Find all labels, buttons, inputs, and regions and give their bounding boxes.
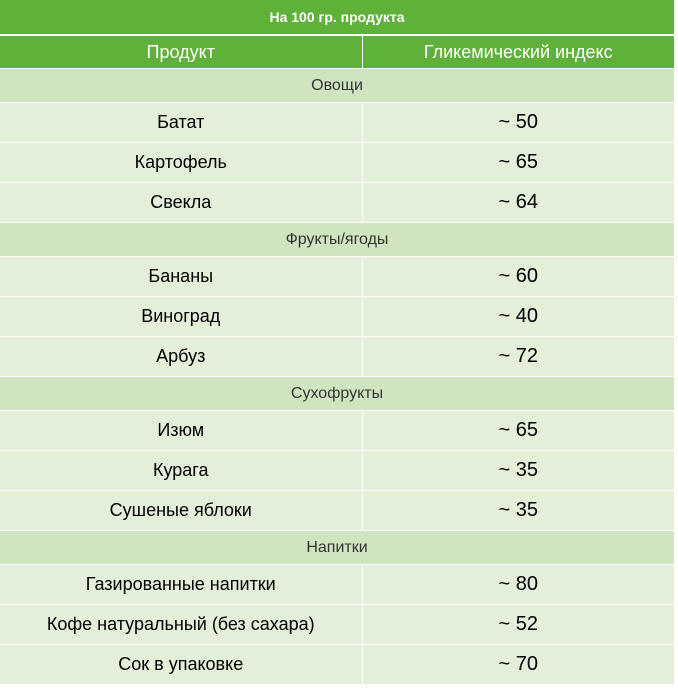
table-row: Курага ~ 35 (0, 450, 675, 491)
glycemic-value: ~ 35 (362, 450, 675, 491)
category-row: Фрукты/ягоды (0, 222, 675, 257)
category-title: Напитки (0, 530, 675, 565)
table-row: Свекла ~ 64 (0, 182, 675, 223)
category-title: Овощи (0, 68, 675, 103)
table-row: Газированные напитки ~ 80 (0, 564, 675, 605)
product-name: Сок в упаковке (0, 644, 363, 684)
glycemic-value: ~ 80 (362, 564, 675, 605)
table-title-row: На 100 гр. продукта (0, 0, 675, 36)
product-name: Бананы (0, 256, 363, 297)
product-name: Арбуз (0, 336, 363, 377)
table-row: Батат ~ 50 (0, 102, 675, 143)
table-row: Виноград ~ 40 (0, 296, 675, 337)
table-title: На 100 гр. продукта (0, 0, 675, 36)
product-name: Виноград (0, 296, 363, 337)
glycemic-value: ~ 64 (362, 182, 675, 223)
glycemic-value: ~ 40 (362, 296, 675, 337)
product-name: Картофель (0, 142, 363, 183)
table-row: Сушеные яблоки ~ 35 (0, 490, 675, 531)
product-name: Газированные напитки (0, 564, 363, 605)
category-title: Сухофрукты (0, 376, 675, 411)
product-name: Свекла (0, 182, 363, 223)
category-row: Напитки (0, 530, 675, 565)
table-row: Изюм ~ 65 (0, 410, 675, 451)
category-row: Овощи (0, 68, 675, 103)
product-name: Сушеные яблоки (0, 490, 363, 531)
glycemic-value: ~ 65 (362, 142, 675, 183)
glycemic-value: ~ 72 (362, 336, 675, 377)
table-row: Картофель ~ 65 (0, 142, 675, 183)
category-row: Сухофрукты (0, 376, 675, 411)
product-name: Кофе натуральный (без сахара) (0, 604, 363, 645)
product-name: Курага (0, 450, 363, 491)
glycemic-value: ~ 52 (362, 604, 675, 645)
glycemic-value: ~ 70 (362, 644, 675, 684)
table-row: Сок в упаковке ~ 70 (0, 644, 675, 684)
glycemic-value: ~ 35 (362, 490, 675, 531)
table-row: Кофе натуральный (без сахара) ~ 52 (0, 604, 675, 645)
glycemic-value: ~ 60 (362, 256, 675, 297)
category-title: Фрукты/ягоды (0, 222, 675, 257)
table-row: Арбуз ~ 72 (0, 336, 675, 377)
header-glycemic-index: Гликемический индекс (362, 35, 675, 69)
glycemic-value: ~ 65 (362, 410, 675, 451)
table-row: Бананы ~ 60 (0, 256, 675, 297)
header-row: Продукт Гликемический индекс (0, 35, 675, 69)
header-product: Продукт (0, 35, 363, 69)
product-name: Изюм (0, 410, 363, 451)
product-name: Батат (0, 102, 363, 143)
glycemic-value: ~ 50 (362, 102, 675, 143)
